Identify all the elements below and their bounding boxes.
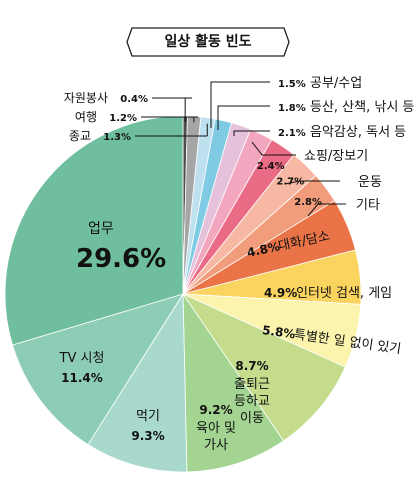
- slice-category-label: 운동: [358, 175, 382, 190]
- slice-category-label: 종교: [69, 129, 91, 143]
- slice-percent-label: 2.7%: [276, 177, 304, 188]
- slice-percent-label: 29.6%: [76, 244, 166, 274]
- slice-percent-label: 9.2%: [199, 403, 232, 417]
- leader-line: [307, 203, 346, 217]
- pie-slice: [11, 293, 184, 446]
- slice-category-label: 인터넷 검색, 게임: [296, 286, 392, 301]
- pie-slice: [4, 115, 184, 346]
- leader-line: [251, 141, 296, 156]
- slice-percent-label: 4.8%: [246, 239, 281, 260]
- slice-category-label: 자원봉사: [64, 91, 108, 105]
- slice-category-label: 여행: [75, 109, 97, 124]
- slice-category-label: 가사: [204, 438, 228, 453]
- slice-percent-label: 9.3%: [131, 429, 164, 443]
- slice-category-label: 등하교: [234, 394, 270, 409]
- inline-label: 4.9%인터넷 검색, 게임: [264, 286, 392, 301]
- slice-percent-label: 4.9%: [264, 286, 297, 300]
- slice-percent-label: 5.8%: [261, 323, 296, 341]
- leader-line: [217, 105, 270, 130]
- chart-title: 일상 활동 빈도: [164, 34, 252, 50]
- leader-line: [210, 81, 270, 128]
- slice-percent-label: 1.5%: [278, 79, 306, 90]
- slice-category-label: TV 시청: [59, 351, 105, 366]
- slice-percent-label: 11.4%: [61, 371, 103, 385]
- pie-slice: [87, 292, 188, 473]
- slice-percent-label: 0.4%: [120, 94, 148, 105]
- slice-category-label: 등산, 산책, 낚시 등: [310, 100, 414, 115]
- slice-category-label: 출퇴근: [234, 377, 270, 392]
- slice-category-label: 기타: [356, 198, 380, 213]
- slice-percent-label: 1.8%: [278, 103, 306, 114]
- pie-slice: [181, 293, 346, 442]
- slice-category-label: 먹기: [136, 409, 160, 424]
- leader-line: [233, 130, 270, 136]
- leader-line: [284, 180, 340, 185]
- chart-title-box: 일상 활동 빈도: [126, 27, 290, 57]
- slice-percent-label: 2.1%: [278, 128, 306, 139]
- slice-category-label: 쇼핑/장보기: [304, 149, 368, 164]
- slice-percent-label: 8.7%: [235, 359, 268, 373]
- slice-category-label: 육아 및: [196, 421, 236, 436]
- pie-slice: [182, 292, 285, 473]
- slice-category-label: 이동: [240, 411, 264, 426]
- pie-slices: [4, 115, 362, 473]
- slice-percent-label: 2.8%: [294, 197, 322, 208]
- slice-category-label: 음악감상, 독서 등: [310, 125, 406, 140]
- slice-category-label: 업무: [88, 221, 114, 237]
- slice-percent-label: 1.2%: [109, 113, 137, 124]
- slice-percent-label: 1.3%: [103, 132, 131, 143]
- slice-category-label: 공부/수업: [310, 76, 362, 91]
- slice-percent-label: 2.4%: [257, 161, 285, 172]
